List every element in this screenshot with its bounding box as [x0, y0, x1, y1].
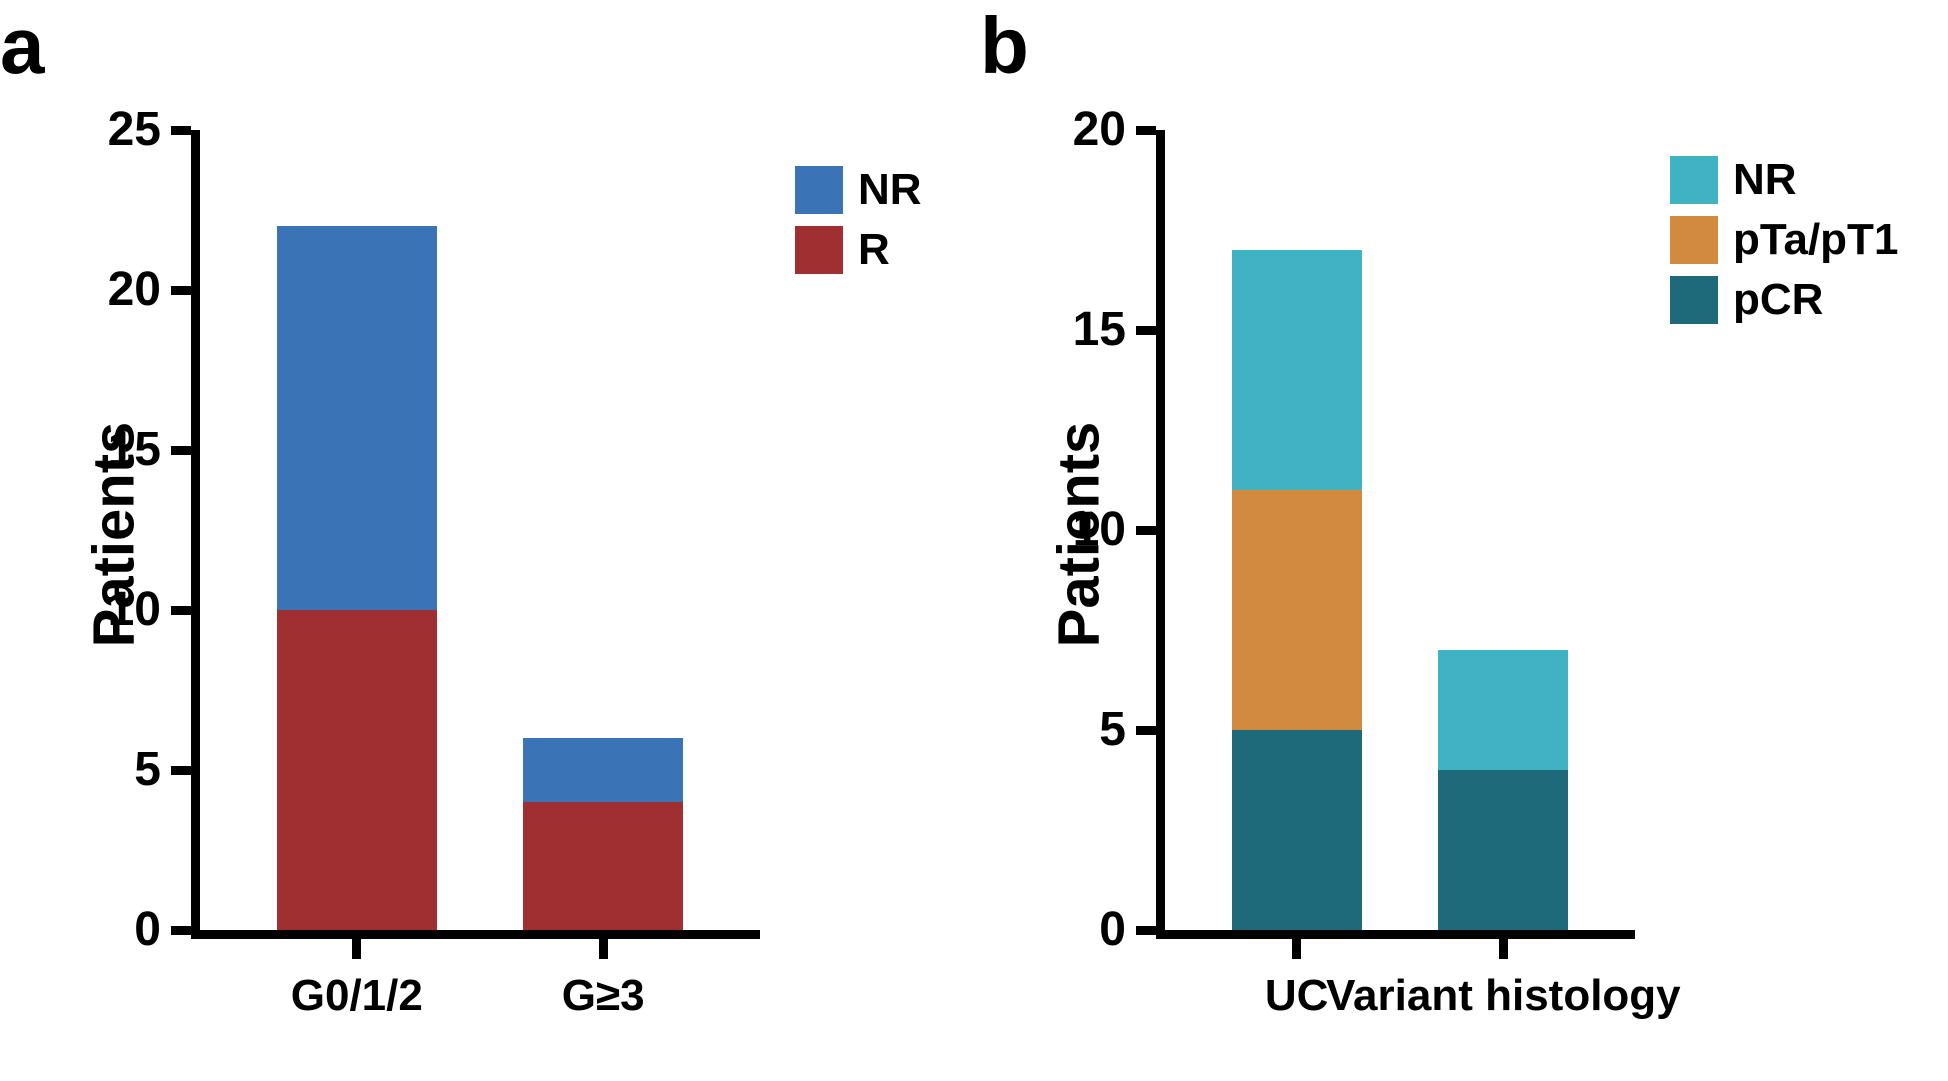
legend-item: NR — [1670, 155, 1898, 205]
y-tick-label: 5 — [81, 742, 161, 797]
legend: NR R — [795, 165, 922, 285]
bar-segment — [1232, 250, 1362, 490]
legend-swatch — [1670, 156, 1718, 204]
x-tick — [1499, 939, 1508, 959]
chart-b: 05101520PatientsUCVariant histologyNRpTa… — [980, 0, 1948, 1081]
y-tick — [1136, 526, 1156, 535]
y-axis-label: Patients — [80, 422, 147, 648]
x-axis-line — [1156, 930, 1635, 939]
y-tick — [171, 446, 191, 455]
legend: NR pTa/pT1 pCR — [1670, 155, 1898, 335]
legend-item: R — [795, 225, 922, 275]
legend-label: pTa/pT1 — [1733, 215, 1898, 265]
y-tick-label: 25 — [81, 102, 161, 157]
y-tick — [171, 926, 191, 935]
bar-segment — [1438, 770, 1568, 930]
legend-swatch — [795, 166, 843, 214]
y-tick — [171, 126, 191, 135]
y-tick-label: 20 — [81, 262, 161, 317]
legend-item: pCR — [1670, 275, 1898, 325]
legend-label: NR — [858, 165, 922, 215]
bar-segment — [277, 226, 437, 610]
panel-a: a 0510152025PatientsG0/1/2G≥3NRR — [0, 0, 980, 1081]
legend-swatch — [795, 226, 843, 274]
y-axis-line — [191, 130, 200, 939]
chart-a: 0510152025PatientsG0/1/2G≥3NRR — [0, 0, 980, 1081]
y-tick — [171, 606, 191, 615]
legend-swatch — [1670, 216, 1718, 264]
bar-segment — [523, 802, 683, 930]
y-tick-label: 0 — [1046, 902, 1126, 957]
legend-swatch — [1670, 276, 1718, 324]
y-tick — [1136, 926, 1156, 935]
x-tick-label: G≥3 — [393, 971, 813, 1021]
y-tick-label: 15 — [1046, 302, 1126, 357]
x-tick — [599, 939, 608, 959]
x-tick-label: Variant histology — [1293, 971, 1713, 1021]
y-tick — [1136, 726, 1156, 735]
legend-item: pTa/pT1 — [1670, 215, 1898, 265]
y-tick — [171, 766, 191, 775]
bar-segment — [277, 610, 437, 930]
y-tick — [1136, 326, 1156, 335]
bar-segment — [523, 738, 683, 802]
y-axis-line — [1156, 130, 1165, 939]
legend-label: pCR — [1733, 275, 1823, 325]
legend-item: NR — [795, 165, 922, 215]
y-tick — [171, 286, 191, 295]
x-tick — [352, 939, 361, 959]
y-axis-label: Patients — [1045, 422, 1112, 648]
legend-label: R — [858, 225, 890, 275]
y-tick-label: 20 — [1046, 102, 1126, 157]
bar-segment — [1232, 730, 1362, 930]
x-tick — [1292, 939, 1301, 959]
x-axis-line — [191, 930, 760, 939]
y-tick-label: 5 — [1046, 702, 1126, 757]
bar-segment — [1232, 490, 1362, 730]
figure-container: a 0510152025PatientsG0/1/2G≥3NRR b 05101… — [0, 0, 1948, 1081]
panel-b: b 05101520PatientsUCVariant histologyNRp… — [980, 0, 1948, 1081]
bar-segment — [1438, 650, 1568, 770]
legend-label: NR — [1733, 155, 1797, 205]
y-tick — [1136, 126, 1156, 135]
y-tick-label: 0 — [81, 902, 161, 957]
